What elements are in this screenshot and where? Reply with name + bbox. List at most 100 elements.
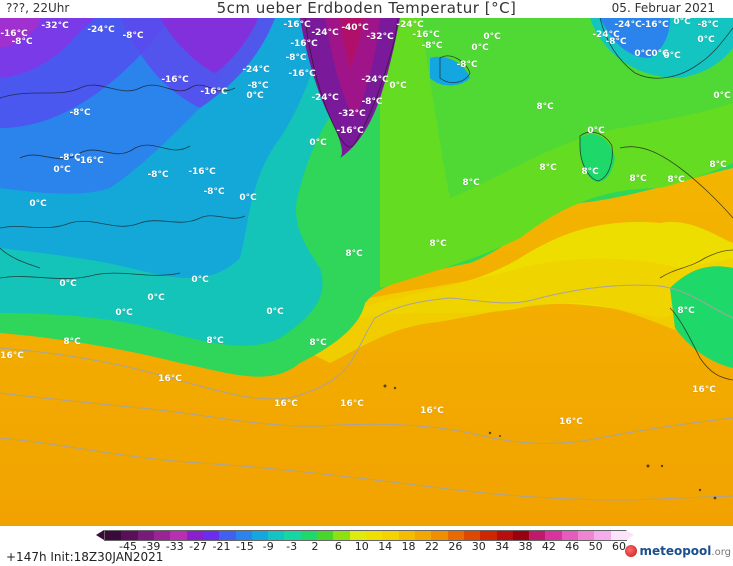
temp-label: 8°C <box>581 167 599 177</box>
temp-label: -8°C <box>59 153 81 163</box>
temp-label: -16°C <box>288 69 316 79</box>
temp-label: 0°C <box>471 43 489 53</box>
colorbar-tick-label: 60 <box>612 540 626 553</box>
colorbar-segment <box>496 531 514 540</box>
colorbar-tick-label: -45 <box>119 540 137 553</box>
temp-label: 0°C <box>246 91 264 101</box>
colorbar-tick-label: 26 <box>448 540 463 553</box>
temp-label: -40°C <box>341 23 369 33</box>
colorbar-tick-label: -33 <box>165 540 184 553</box>
temp-label: 8°C <box>667 175 685 185</box>
temp-label: -8°C <box>361 97 383 107</box>
footer: -45 -39 -33 -27 -21 -15 -9 -3 2 6 10 14 18 22 26 30 34 38… <box>0 526 733 566</box>
forecast-date-label: 05. Februar 2021 <box>611 1 715 15</box>
colorbar-tick-label: 18 <box>401 540 416 553</box>
map-title: 5cm ueber Erdboden Temperatur [°C] <box>216 0 517 17</box>
logo-brand-text: meteopool <box>639 544 712 558</box>
temp-label: -32°C <box>366 32 394 42</box>
temp-label: -8°C <box>69 108 91 118</box>
temp-label: -24°C <box>87 25 115 35</box>
colorbar-segment <box>414 531 432 540</box>
colorbar-segment <box>431 531 449 540</box>
temp-label: -8°C <box>147 170 169 180</box>
colorbar-segment <box>268 531 285 540</box>
colorbar-segment <box>333 531 351 540</box>
temp-label: -32°C <box>338 109 366 119</box>
temp-label: 0°C <box>651 49 669 59</box>
temp-label: 8°C <box>709 160 727 170</box>
colorbar-tick-label: 10 <box>354 540 369 553</box>
colorbar-segment <box>251 531 269 540</box>
temp-label: -8°C <box>203 187 225 197</box>
coastlines <box>0 18 733 381</box>
temp-label: -16°C <box>290 39 318 49</box>
temp-label: 8°C <box>536 102 554 112</box>
temp-label: -8°C <box>456 60 478 70</box>
temp-label: 0°C <box>483 32 501 42</box>
temp-label: 0°C <box>634 49 652 59</box>
temp-label: 8°C <box>309 338 327 348</box>
temp-label: -8°C <box>697 20 719 30</box>
atlantic-islands <box>383 384 717 500</box>
temp-label: 0°C <box>53 165 71 175</box>
colorbar-tick-label: -15 <box>235 540 254 553</box>
colorbar-segment <box>153 531 171 540</box>
temp-label: 0°C <box>29 199 47 209</box>
temp-label: 8°C <box>63 337 81 347</box>
meteopool-logo-icon <box>625 545 638 557</box>
temp-label: -24°C <box>592 30 620 40</box>
colorbar-tick-label: -39 <box>142 540 161 553</box>
iberia-cool-land <box>670 266 733 368</box>
forecast-time-label: ???, 22Uhr <box>6 1 70 15</box>
temp-label: 16°C <box>420 406 444 416</box>
temp-label: 16°C <box>158 374 182 384</box>
temperature-map: -32°C -24°C -8°C -16°C -24°C -40°C -24°C… <box>0 18 733 526</box>
colorbar-low-arrow <box>96 530 104 540</box>
temp-label: 8°C <box>345 249 363 259</box>
colorbar-segment <box>529 531 546 540</box>
temp-label: -8°C <box>421 41 443 51</box>
colorbar-tick-label: 14 <box>378 540 393 553</box>
colorbar-segment <box>382 531 400 540</box>
colorbar-segment <box>545 531 563 540</box>
temp-label: -32°C <box>41 21 69 31</box>
colorbar-segment <box>447 531 465 540</box>
temp-label: -16°C <box>200 87 228 97</box>
temp-label: -8°C <box>605 37 627 47</box>
temp-label: -16°C <box>188 167 216 177</box>
temp-label: -24°C <box>311 28 339 38</box>
temp-label: -24°C <box>361 75 389 85</box>
temp-label: 0°C <box>713 91 731 101</box>
meteopool-logo[interactable]: meteopool.org <box>625 544 731 558</box>
temp-label: -16°C <box>412 30 440 40</box>
colorbar-tick-label: 38 <box>518 540 533 553</box>
temp-label: -8°C <box>122 31 144 41</box>
colorbar-segment <box>317 531 334 540</box>
model-run-info: +147h Init:18Z30JAN2021 <box>6 550 164 564</box>
colorbar-segment <box>561 531 579 540</box>
colorbar-segment <box>121 531 139 540</box>
colorbar-tick-label: 50 <box>588 540 603 553</box>
temp-label: 0°C <box>239 193 257 203</box>
colorbar-segment <box>512 531 530 540</box>
colorbar-tick-label: 46 <box>565 540 580 553</box>
temp-label: 0°C <box>191 275 209 285</box>
colorbar-segment <box>137 531 155 540</box>
temp-label: 0°C <box>266 307 284 317</box>
colorbar-tick-label: 6 <box>334 540 342 553</box>
colorbar-segment <box>284 531 302 540</box>
colorbar-tick-label: -27 <box>189 540 208 553</box>
temp-label: 0°C <box>587 126 605 136</box>
colorbar-segment <box>610 531 628 540</box>
temp-label: 16°C <box>340 399 364 409</box>
temp-label: -24°C <box>311 93 339 103</box>
colorbar-segment <box>578 531 595 540</box>
temperature-field <box>0 18 733 526</box>
temp-label: -8°C <box>247 81 269 91</box>
colorbar-segment <box>349 531 367 540</box>
temp-label: 16°C <box>0 351 24 361</box>
colorbar-segment <box>170 531 188 540</box>
colorbar-segment <box>300 531 318 540</box>
temp-label: 8°C <box>429 239 447 249</box>
colorbar-tick-label: 2 <box>311 540 319 553</box>
